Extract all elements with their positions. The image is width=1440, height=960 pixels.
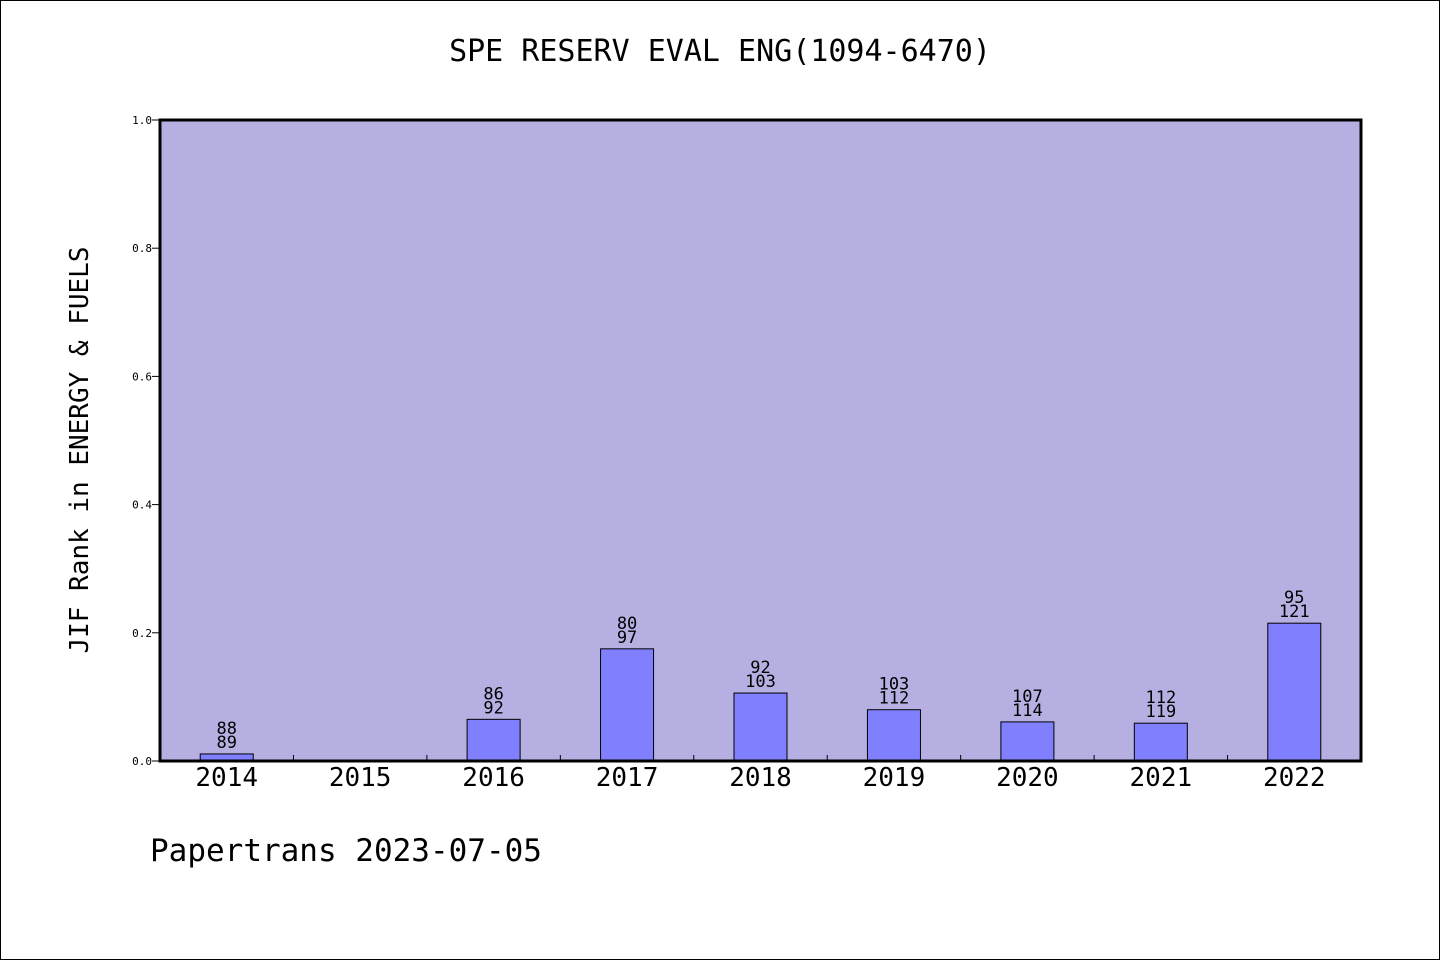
- y-tick-label-0.4: 0.4: [132, 499, 152, 512]
- y-tick-label-0.8: 0.8: [132, 242, 152, 255]
- x-tick-label-2018: 2018: [729, 763, 792, 793]
- data-label-bottom-2022: 121: [1279, 602, 1310, 622]
- data-label-bottom-2019: 112: [879, 689, 910, 709]
- y-tick-label-0.2: 0.2: [132, 627, 152, 640]
- x-tick-label-2014: 2014: [195, 763, 258, 793]
- y-tick-label-0.0: 0.0: [132, 755, 152, 768]
- data-label-bottom-2016: 92: [483, 698, 503, 718]
- x-tick-label-2020: 2020: [996, 763, 1059, 793]
- x-tick-label-2022: 2022: [1263, 763, 1326, 793]
- bar-2018: [733, 692, 788, 762]
- x-tick-label-2016: 2016: [462, 763, 525, 793]
- bar-2021: [1133, 722, 1188, 762]
- bar-2017: [600, 648, 655, 762]
- data-label-top-2016: 86: [483, 684, 503, 704]
- bar-2019: [866, 709, 921, 762]
- data-label-bottom-2020: 114: [1012, 701, 1043, 721]
- data-label-bottom-2018: 103: [745, 672, 776, 692]
- bar-2020: [1000, 721, 1055, 762]
- data-label-top-2018: 92: [750, 658, 770, 678]
- x-tick-label-2021: 2021: [1130, 763, 1193, 793]
- data-label-top-2014: 88: [216, 719, 236, 739]
- chart-title: SPE RESERV EVAL ENG(1094-6470): [449, 34, 991, 69]
- plot-area: [160, 120, 1361, 761]
- footer-credit: Papertrans 2023-07-05: [150, 833, 542, 869]
- data-label-top-2021: 112: [1145, 688, 1176, 708]
- data-label-top-2022: 95: [1284, 588, 1304, 608]
- y-tick-label-1.0: 1.0: [132, 114, 152, 127]
- data-label-bottom-2014: 89: [216, 733, 236, 753]
- x-tick-label-2015: 2015: [329, 763, 392, 793]
- x-tick-label-2019: 2019: [863, 763, 926, 793]
- data-label-bottom-2021: 119: [1145, 702, 1176, 722]
- bar-2016: [466, 718, 521, 762]
- bar-2022: [1267, 622, 1322, 762]
- data-label-top-2019: 103: [879, 675, 910, 695]
- y-tick-label-0.6: 0.6: [132, 370, 152, 383]
- plot-border: [158, 118, 1363, 763]
- data-label-bottom-2017: 97: [617, 628, 637, 648]
- data-label-top-2017: 80: [617, 614, 637, 634]
- data-label-top-2020: 107: [1012, 687, 1043, 707]
- x-tick-label-2017: 2017: [596, 763, 659, 793]
